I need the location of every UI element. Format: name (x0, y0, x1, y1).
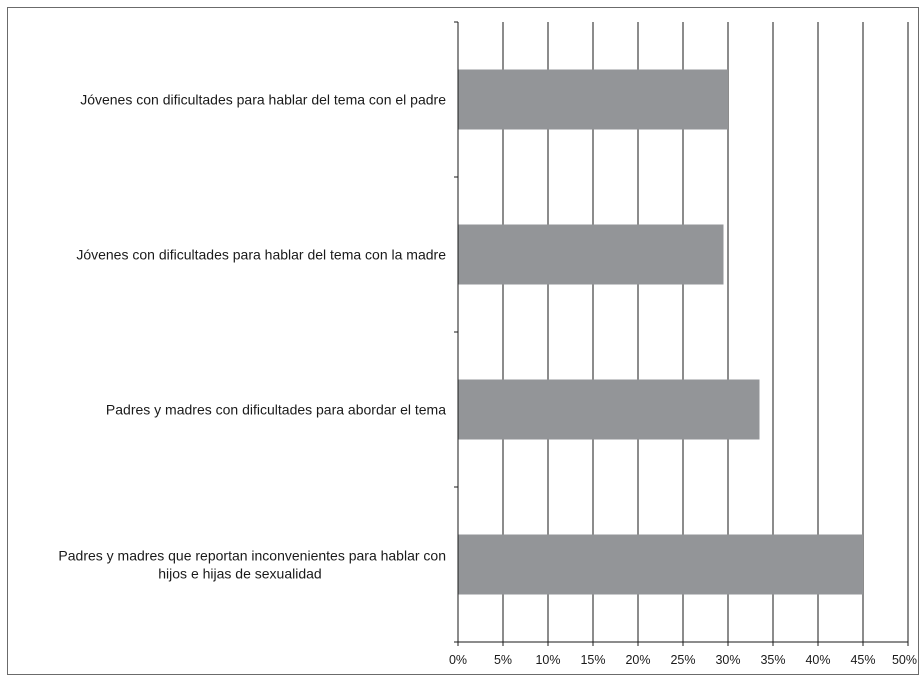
category-label: hijos e hijas de sexualidad (158, 566, 321, 582)
x-tick-label: 45% (850, 653, 875, 667)
category-label: Padres y madres que reportan inconvenien… (58, 548, 446, 564)
x-tick-label: 0% (449, 653, 467, 667)
x-tick-label: 35% (760, 653, 785, 667)
x-tick-label: 40% (805, 653, 830, 667)
x-tick-label: 20% (625, 653, 650, 667)
bar (458, 534, 863, 595)
category-label: Jóvenes con dificultades para hablar del… (76, 247, 446, 263)
bar (458, 224, 724, 285)
x-tick-label: 15% (580, 653, 605, 667)
bar (458, 379, 760, 440)
category-label: Jóvenes con dificultades para hablar del… (80, 92, 446, 108)
x-tick-label: 10% (535, 653, 560, 667)
bar (458, 69, 728, 130)
category-label: Padres y madres con dificultades para ab… (106, 402, 446, 418)
x-tick-label: 30% (715, 653, 740, 667)
x-tick-label: 50% (892, 653, 917, 667)
x-tick-label: 5% (494, 653, 512, 667)
x-tick-label: 25% (670, 653, 695, 667)
